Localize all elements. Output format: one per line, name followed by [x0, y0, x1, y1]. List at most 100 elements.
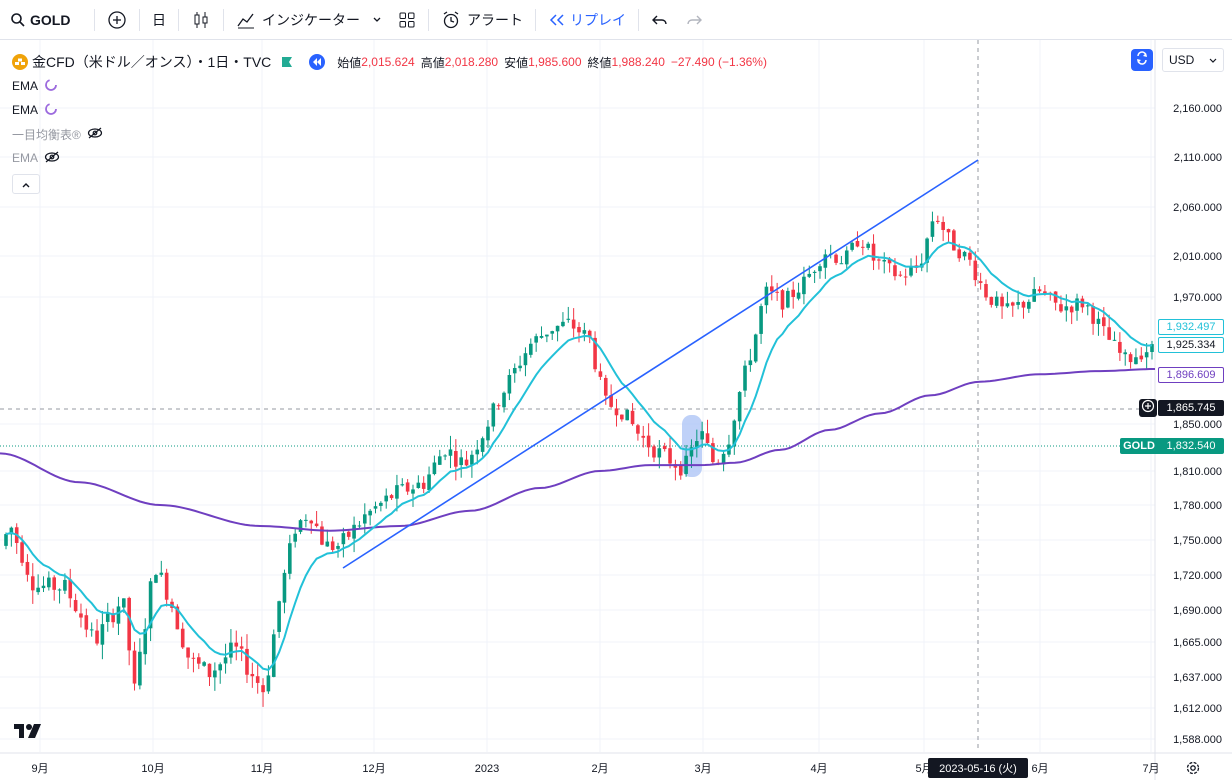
- candle-body: [780, 290, 785, 310]
- candle-body: [36, 587, 40, 593]
- high-value: 2,018.280: [444, 55, 499, 69]
- ema-slow-tag: 1,896.609: [1158, 367, 1224, 383]
- candle-body: [1128, 354, 1133, 363]
- candle-body: [288, 543, 292, 574]
- undo-button[interactable]: [643, 0, 677, 40]
- candle-body: [255, 676, 260, 683]
- candle-body: [1037, 289, 1042, 292]
- indicator-label: EMA: [12, 79, 39, 93]
- add-crosshair-button[interactable]: [1139, 399, 1157, 417]
- candle-body: [379, 502, 383, 506]
- interval-button[interactable]: 日: [152, 11, 166, 28]
- candle-body: [122, 598, 126, 608]
- sync-button[interactable]: [1131, 49, 1153, 71]
- indicators-button[interactable]: インジケーター: [228, 0, 390, 40]
- gear-icon[interactable]: [1185, 760, 1201, 780]
- candle-body: [877, 259, 881, 261]
- candle-body: [668, 448, 672, 464]
- candle-body: [502, 392, 506, 408]
- candle-body: [373, 506, 378, 509]
- candle-body: [314, 523, 319, 527]
- candle-body: [989, 296, 994, 305]
- candle-body: [384, 495, 389, 502]
- candle-body: [229, 642, 233, 658]
- indicator-ema-1[interactable]: EMA: [12, 74, 767, 98]
- candle-body: [614, 408, 619, 416]
- layouts-button[interactable]: [390, 0, 424, 40]
- alert-button[interactable]: アラート: [433, 0, 531, 40]
- indicator-ema-2[interactable]: EMA: [12, 98, 767, 122]
- candle-body: [657, 448, 662, 458]
- candle-body: [620, 414, 624, 420]
- candle-body: [646, 435, 651, 448]
- divider: [223, 8, 224, 31]
- high-label: 高値: [420, 55, 445, 70]
- redo-button[interactable]: [677, 0, 711, 40]
- candle-body: [855, 240, 860, 247]
- replay-icon[interactable]: [309, 54, 326, 70]
- candle-body: [341, 533, 346, 545]
- candle-body: [973, 260, 978, 281]
- symbol-search[interactable]: GOLD: [0, 0, 90, 40]
- candle-body: [759, 306, 763, 334]
- candle-body: [705, 433, 710, 443]
- candle-body: [73, 600, 78, 612]
- candle-body: [175, 606, 180, 630]
- candle-body: [1085, 305, 1090, 307]
- gold-badge-icon: [12, 54, 28, 70]
- candle-body: [786, 290, 790, 308]
- price-tick-label: 2,110.000: [1174, 152, 1222, 164]
- crosshair-price-tag: 1,865.745: [1158, 400, 1224, 416]
- candle-body: [962, 251, 967, 257]
- candle-body: [1123, 352, 1128, 355]
- search-icon: [10, 12, 26, 28]
- indicator-ichimoku[interactable]: 一目均衡表®: [12, 122, 767, 146]
- candle-body: [678, 465, 683, 476]
- ema-fast2-tag: 1,925.334: [1158, 337, 1224, 353]
- replay-button[interactable]: リプレイ: [540, 0, 634, 40]
- candle-body: [587, 330, 592, 338]
- candle-body: [603, 377, 608, 396]
- price-chart[interactable]: 2,160.000 2,110.000 2,060.000 2,010.000 1,97…: [0, 40, 1232, 780]
- candle-body: [909, 266, 913, 276]
- indicator-label: EMA: [12, 103, 39, 117]
- price-tick-label: 1,637.000: [1173, 672, 1222, 684]
- price-tick-label: 1,588.000: [1173, 734, 1222, 746]
- candle-body: [1150, 344, 1154, 353]
- eye-off-icon[interactable]: [87, 127, 103, 142]
- tradingview-logo[interactable]: [14, 722, 46, 745]
- divider: [178, 8, 179, 31]
- candle-body: [475, 449, 480, 455]
- candle-body: [812, 271, 817, 273]
- symbol-legend-row[interactable]: 金CFD（米ドル／オンス）・1日・TVC 始値 2,015.624 高値 2,0…: [12, 50, 767, 74]
- candle-body: [250, 673, 255, 677]
- eye-off-icon[interactable]: [44, 151, 60, 166]
- candle-body: [213, 670, 217, 678]
- candle-body: [523, 353, 528, 366]
- candle-body: [116, 606, 121, 624]
- candle-body: [737, 392, 742, 422]
- candle-body: [432, 462, 437, 475]
- chart-type-button[interactable]: [183, 0, 219, 40]
- indicator-ema-3[interactable]: EMA: [12, 146, 767, 170]
- candle-body: [994, 296, 999, 306]
- collapse-legend-button[interactable]: [12, 174, 40, 194]
- candle-body: [571, 319, 576, 329]
- compare-button[interactable]: [99, 0, 135, 40]
- price-tick-label: 1,780.000: [1173, 500, 1222, 512]
- currency-select[interactable]: USD: [1162, 48, 1224, 72]
- candle-body: [362, 514, 367, 524]
- candle-body: [630, 410, 635, 425]
- candle-body: [769, 286, 774, 292]
- candle-body: [411, 489, 415, 494]
- candle-body: [818, 266, 822, 272]
- alert-label: アラート: [467, 11, 523, 28]
- candle-body: [1102, 317, 1106, 327]
- candle-body: [325, 541, 330, 547]
- candle-body: [807, 273, 812, 277]
- chart-area[interactable]: 2,160.000 2,110.000 2,060.000 2,010.000 1,97…: [0, 40, 1232, 780]
- candle-body: [357, 525, 362, 527]
- time-tick-label: 4月: [810, 763, 827, 775]
- plus-circle-icon: [107, 10, 127, 30]
- loading-icon: [44, 78, 58, 95]
